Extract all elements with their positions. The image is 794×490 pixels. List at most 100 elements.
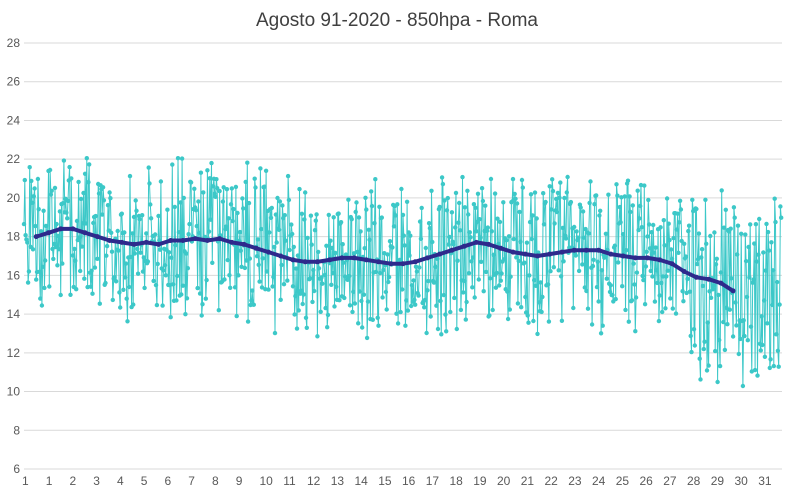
daily-point bbox=[315, 334, 320, 339]
daily-point bbox=[453, 225, 458, 230]
daily-point bbox=[38, 229, 44, 234]
daily-point bbox=[305, 235, 310, 241]
daily-point bbox=[297, 186, 302, 192]
daily-point bbox=[263, 168, 269, 173]
daily-point bbox=[104, 243, 110, 249]
daily-point bbox=[118, 305, 123, 310]
daily-point bbox=[510, 176, 516, 182]
daily-point bbox=[599, 268, 605, 273]
daily-point bbox=[188, 180, 194, 185]
daily-point bbox=[457, 228, 463, 233]
daily-point bbox=[446, 242, 451, 247]
daily-point bbox=[426, 278, 431, 284]
daily-point bbox=[351, 289, 356, 294]
daily-point bbox=[466, 212, 471, 217]
daily-point bbox=[708, 233, 713, 239]
daily-point bbox=[121, 287, 126, 292]
daily-point bbox=[669, 256, 675, 261]
x-tick-label: 29 bbox=[711, 474, 725, 488]
running-mean-point bbox=[522, 251, 528, 257]
daily-point bbox=[555, 190, 561, 196]
daily-point bbox=[653, 245, 658, 250]
daily-point bbox=[340, 242, 345, 247]
daily-point bbox=[180, 283, 186, 288]
daily-point bbox=[425, 288, 430, 293]
daily-point bbox=[639, 225, 644, 230]
running-mean-point bbox=[461, 243, 467, 249]
daily-point bbox=[703, 197, 708, 202]
daily-point bbox=[56, 247, 62, 252]
daily-point bbox=[623, 307, 628, 313]
daily-point bbox=[302, 217, 307, 222]
daily-point bbox=[646, 197, 651, 203]
daily-point bbox=[418, 236, 424, 241]
daily-point bbox=[455, 258, 460, 263]
daily-point bbox=[582, 285, 587, 290]
daily-point bbox=[376, 323, 381, 328]
daily-point bbox=[397, 257, 402, 263]
daily-point bbox=[576, 268, 582, 274]
daily-point bbox=[478, 235, 483, 240]
daily-point bbox=[552, 221, 557, 226]
daily-point bbox=[662, 243, 667, 248]
running-mean-point bbox=[437, 251, 443, 257]
daily-point bbox=[47, 284, 52, 289]
daily-point bbox=[676, 250, 681, 255]
daily-point bbox=[224, 187, 230, 192]
daily-point bbox=[712, 230, 717, 235]
daily-point bbox=[505, 289, 510, 294]
running-mean-point bbox=[583, 247, 589, 253]
daily-point bbox=[625, 178, 631, 183]
running-mean-point bbox=[486, 241, 492, 247]
daily-point bbox=[494, 270, 499, 276]
daily-point bbox=[489, 229, 494, 234]
daily-point bbox=[461, 278, 467, 284]
daily-point bbox=[289, 222, 294, 227]
daily-point bbox=[578, 205, 583, 210]
daily-point bbox=[409, 303, 414, 309]
daily-point bbox=[600, 323, 605, 328]
daily-point bbox=[172, 204, 177, 210]
daily-point bbox=[252, 176, 257, 181]
daily-point bbox=[138, 250, 143, 255]
running-mean-point bbox=[70, 226, 76, 232]
x-tick-label: 4 bbox=[117, 474, 124, 488]
daily-point bbox=[774, 332, 779, 337]
daily-point bbox=[656, 318, 662, 324]
daily-point bbox=[60, 261, 65, 266]
daily-point bbox=[369, 189, 374, 194]
daily-point bbox=[761, 298, 767, 303]
daily-point bbox=[655, 280, 660, 286]
daily-point bbox=[584, 288, 589, 294]
daily-point bbox=[417, 265, 422, 270]
daily-point bbox=[408, 233, 413, 238]
daily-point bbox=[479, 259, 484, 264]
daily-point bbox=[395, 321, 401, 326]
daily-point bbox=[30, 247, 36, 252]
daily-point bbox=[659, 280, 664, 286]
daily-point bbox=[365, 299, 371, 304]
daily-point bbox=[597, 213, 602, 218]
running-mean-point bbox=[620, 253, 626, 259]
daily-point bbox=[343, 252, 349, 257]
daily-point bbox=[490, 307, 495, 313]
daily-point bbox=[257, 279, 262, 284]
daily-point bbox=[347, 273, 352, 279]
daily-point bbox=[351, 251, 357, 256]
daily-point bbox=[560, 225, 565, 231]
daily-point bbox=[380, 295, 385, 300]
x-tick-label: 17 bbox=[426, 474, 440, 488]
daily-point bbox=[532, 190, 538, 195]
running-mean-point bbox=[253, 245, 259, 251]
daily-point bbox=[370, 317, 375, 322]
daily-point bbox=[145, 259, 151, 264]
daily-point bbox=[768, 357, 773, 362]
daily-point bbox=[651, 222, 656, 228]
daily-point bbox=[160, 303, 165, 308]
daily-point bbox=[217, 188, 222, 194]
daily-point bbox=[401, 233, 406, 238]
daily-point bbox=[733, 300, 738, 305]
daily-point bbox=[356, 321, 361, 326]
daily-point bbox=[516, 258, 521, 264]
running-mean-point bbox=[547, 251, 553, 257]
